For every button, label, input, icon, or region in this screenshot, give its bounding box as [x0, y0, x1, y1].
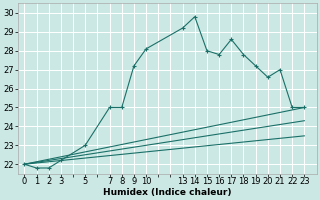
X-axis label: Humidex (Indice chaleur): Humidex (Indice chaleur) [103, 188, 232, 197]
